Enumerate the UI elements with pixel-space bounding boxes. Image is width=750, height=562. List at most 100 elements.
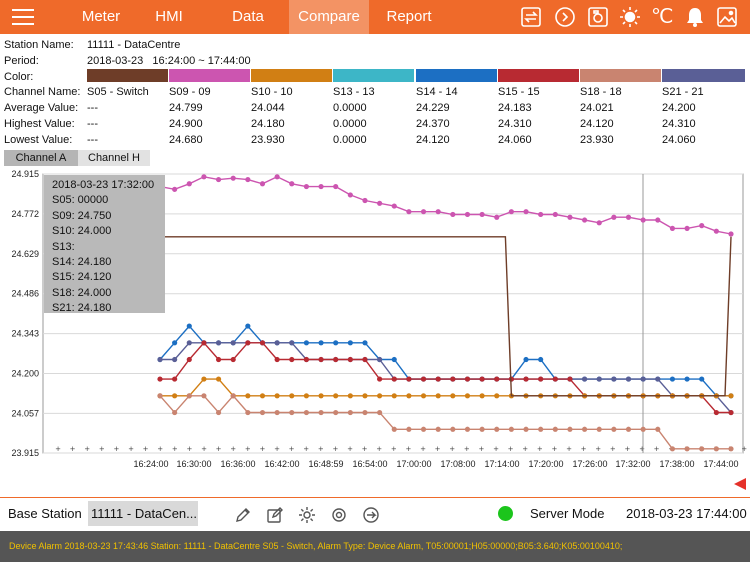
tooltip-line: S18: 24.000 bbox=[52, 286, 112, 299]
exit-icon[interactable] bbox=[362, 506, 380, 524]
tab-meter[interactable]: Meter bbox=[81, 8, 121, 25]
data-point bbox=[523, 209, 529, 215]
data-point bbox=[538, 376, 544, 382]
data-point bbox=[172, 393, 178, 399]
gear-icon[interactable] bbox=[298, 506, 316, 524]
y-tick-label: 23.915 bbox=[11, 448, 39, 458]
data-point bbox=[699, 223, 705, 229]
data-point bbox=[245, 323, 251, 329]
average-value-cell: 24.229 bbox=[416, 102, 450, 114]
channel-name-cell: S21 - 21 bbox=[662, 86, 704, 98]
average-value-cell: 24.200 bbox=[662, 102, 696, 114]
channel-name-cell: S15 - 15 bbox=[498, 86, 540, 98]
data-point bbox=[172, 409, 178, 416]
data-point bbox=[362, 409, 368, 416]
data-point bbox=[523, 356, 529, 363]
average-value-cell: --- bbox=[87, 102, 98, 114]
x-minor-tick: + bbox=[84, 445, 90, 453]
camera-icon[interactable] bbox=[587, 6, 609, 28]
tooltip-line: S09: 24.750 bbox=[52, 209, 112, 222]
data-point bbox=[728, 409, 734, 416]
channel-color-swatch bbox=[333, 69, 414, 82]
tab-channel-a[interactable]: Channel A bbox=[4, 150, 78, 166]
data-point bbox=[435, 209, 441, 215]
data-point bbox=[728, 446, 734, 452]
y-tick-label: 24.486 bbox=[11, 289, 39, 299]
data-point bbox=[713, 409, 719, 416]
settings-icon[interactable] bbox=[330, 506, 348, 524]
data-point bbox=[347, 409, 353, 416]
x-minor-tick: + bbox=[186, 445, 192, 453]
data-point bbox=[289, 356, 295, 363]
footer-bar bbox=[0, 497, 750, 532]
data-point bbox=[420, 376, 427, 382]
x-tick-label: 17:26:00 bbox=[572, 459, 607, 469]
sun-icon[interactable] bbox=[619, 6, 641, 28]
series-line bbox=[159, 176, 732, 235]
data-point bbox=[640, 217, 646, 223]
image-icon[interactable] bbox=[716, 6, 738, 28]
refresh-icon[interactable] bbox=[554, 6, 576, 28]
data-point bbox=[172, 376, 178, 382]
data-point bbox=[523, 426, 529, 432]
x-minor-tick: + bbox=[610, 445, 616, 453]
edit-icon[interactable] bbox=[266, 506, 284, 524]
channel-color-swatch bbox=[498, 69, 579, 82]
x-minor-tick: + bbox=[522, 445, 528, 453]
data-point bbox=[245, 393, 251, 399]
average-row: Average Value: --- 24.799 24.044 0.0000 24.2… bbox=[0, 102, 750, 117]
lowest-value-cell: 24.060 bbox=[498, 134, 532, 146]
data-point bbox=[508, 209, 514, 215]
bell-icon[interactable] bbox=[684, 6, 706, 28]
data-point bbox=[289, 181, 295, 187]
data-point bbox=[435, 376, 441, 382]
data-point bbox=[318, 183, 324, 190]
tab-hmi[interactable]: HMI bbox=[155, 8, 183, 25]
x-tick-label: 16:36:00 bbox=[220, 459, 255, 469]
data-point bbox=[333, 356, 339, 363]
data-point bbox=[494, 214, 500, 220]
data-point bbox=[611, 426, 617, 432]
alarm-message-bar[interactable]: Device Alarm 2018-03-23 17:43:46 Station… bbox=[0, 531, 750, 562]
period-label: Period: bbox=[4, 55, 39, 67]
data-point bbox=[303, 393, 310, 399]
y-tick-label: 24.772 bbox=[11, 209, 39, 219]
x-tick-label: 17:14:00 bbox=[484, 459, 519, 469]
data-point bbox=[669, 446, 676, 452]
data-point bbox=[347, 192, 353, 198]
tooltip-line: S13: bbox=[52, 240, 75, 253]
data-point bbox=[201, 340, 207, 346]
average-value-cell: 24.799 bbox=[169, 102, 203, 114]
y-tick-label: 24.629 bbox=[11, 249, 39, 259]
tab-data[interactable]: Data bbox=[232, 8, 264, 25]
hamburger-menu-icon[interactable] bbox=[12, 8, 34, 26]
data-point bbox=[669, 225, 676, 232]
base-station-select[interactable]: 11111 - DataCen... bbox=[88, 501, 198, 526]
color-label: Color: bbox=[4, 71, 34, 83]
data-point bbox=[625, 376, 632, 382]
series-line bbox=[159, 394, 731, 450]
celsius-icon[interactable]: ℃ bbox=[651, 6, 674, 28]
x-minor-tick: + bbox=[493, 445, 499, 453]
x-minor-tick: + bbox=[259, 445, 265, 453]
pencil-icon[interactable] bbox=[234, 506, 252, 524]
x-tick-label: 17:20:00 bbox=[528, 459, 563, 469]
tab-report[interactable]: Report bbox=[386, 8, 432, 25]
data-point bbox=[494, 426, 500, 432]
data-point bbox=[567, 214, 573, 220]
data-point bbox=[215, 340, 222, 346]
period-value: 2018-03-23 16:24:00 ~ 17:44:00 bbox=[87, 55, 251, 67]
swap-icon[interactable] bbox=[520, 6, 542, 28]
y-tick-label: 24.915 bbox=[11, 169, 39, 179]
station-name-label: Station Name: bbox=[4, 39, 74, 51]
data-point bbox=[479, 376, 485, 382]
x-minor-tick: + bbox=[216, 445, 222, 453]
tab-compare[interactable]: Compare bbox=[289, 0, 369, 34]
x-minor-tick: + bbox=[332, 445, 338, 453]
collapse-arrow-icon[interactable] bbox=[734, 478, 746, 490]
tab-channel-h[interactable]: Channel H bbox=[78, 150, 150, 166]
data-point bbox=[435, 426, 441, 432]
highest-value-cell: --- bbox=[87, 118, 98, 130]
data-point bbox=[215, 356, 222, 363]
x-tick-label: 17:08:00 bbox=[440, 459, 475, 469]
